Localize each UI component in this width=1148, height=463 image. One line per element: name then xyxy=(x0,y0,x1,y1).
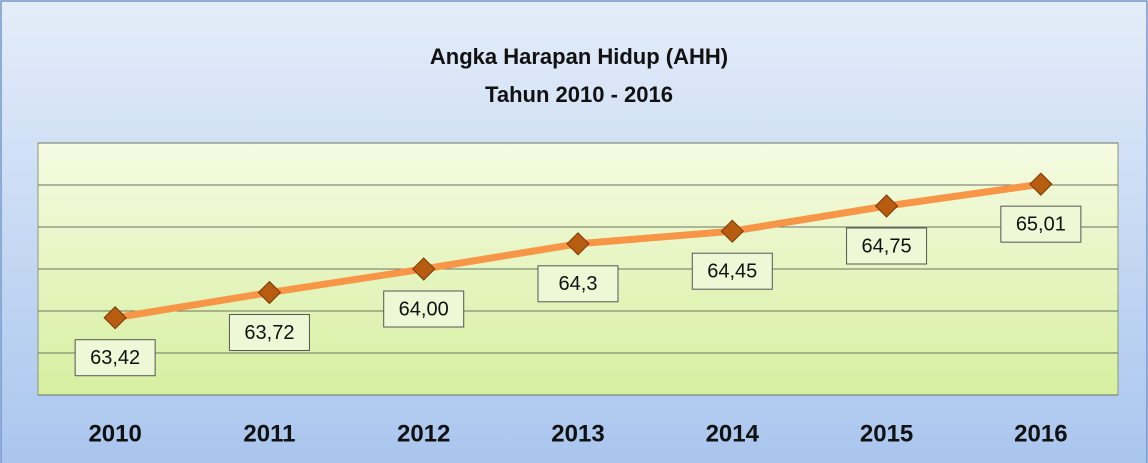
x-tick-label: 2014 xyxy=(706,420,760,447)
x-tick-label: 2016 xyxy=(1014,420,1067,447)
marker xyxy=(874,194,899,218)
data-label-box xyxy=(228,314,310,352)
data-label-box xyxy=(537,265,619,303)
data-label-box xyxy=(846,227,928,265)
x-tick-label: 2013 xyxy=(551,420,604,447)
x-tick-label: 2015 xyxy=(860,420,913,447)
marker xyxy=(720,219,744,243)
data-label: 64,3 xyxy=(559,273,598,295)
data-label: 63,72 xyxy=(244,322,294,344)
data-label: 64,45 xyxy=(707,260,757,282)
marker xyxy=(566,232,590,256)
marker xyxy=(412,257,436,281)
marker xyxy=(257,280,282,305)
marker xyxy=(1029,172,1053,196)
marker xyxy=(103,306,127,330)
chart-title: Angka Harapan Hidup (AHH) xyxy=(430,44,728,69)
data-label: 63,42 xyxy=(90,347,140,369)
data-label-box xyxy=(74,339,156,377)
x-tick-label: 2012 xyxy=(397,420,450,447)
x-tick-label: 2010 xyxy=(88,420,141,447)
chart-subtitle: Tahun 2010 - 2016 xyxy=(485,82,673,107)
data-label: 65,01 xyxy=(1016,213,1066,235)
data-label: 64,75 xyxy=(862,235,912,257)
data-label: 64,00 xyxy=(399,298,449,320)
data-label-box xyxy=(691,252,773,290)
x-tick-label: 2011 xyxy=(243,420,295,447)
data-label-box xyxy=(1000,205,1082,243)
data-label-box xyxy=(383,290,465,328)
